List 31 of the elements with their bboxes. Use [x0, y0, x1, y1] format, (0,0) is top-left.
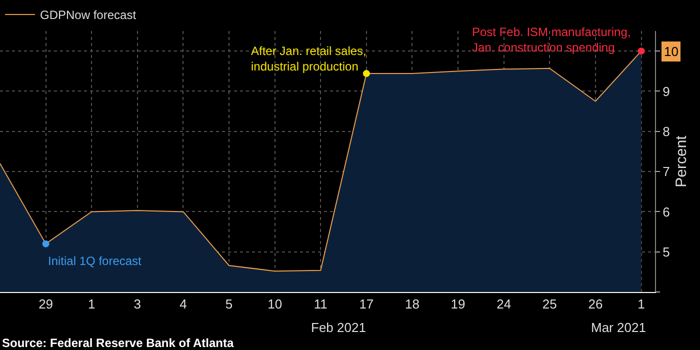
x-tick-label: 24	[496, 296, 512, 312]
y-tick-label: 5	[662, 244, 670, 260]
point	[638, 48, 645, 55]
x-tick-label: 1	[88, 296, 96, 312]
x-tick-label: 4	[180, 296, 187, 312]
y-tick-label: 9	[662, 84, 670, 99]
y-tick-label: 7	[662, 164, 670, 180]
x-tick-label: 5	[225, 296, 233, 312]
point	[362, 70, 370, 78]
annotation: Initial 1Q forecast	[48, 254, 142, 268]
x-tick-label: 11	[314, 296, 328, 312]
data-label: 10	[664, 44, 678, 59]
y-tick-label: 6	[662, 204, 670, 220]
x-tick-label: 29	[38, 296, 54, 312]
y-tick-label: 8	[662, 124, 670, 139]
source-note: Source: Federal Reserve Bank of Atlanta	[2, 336, 234, 350]
legend-label: GDPNow forecast	[40, 8, 137, 22]
x-tick-label: 18	[405, 296, 420, 312]
x-tick-label: 25	[542, 296, 557, 312]
annotation: After Jan. retail sales, industrial production	[251, 44, 366, 74]
x-tick-label: 19	[450, 296, 466, 312]
y-axis-title: Percent	[672, 134, 690, 188]
text: Mar 2021	[591, 320, 646, 335]
point	[42, 240, 50, 248]
x-tick-label: 26	[588, 296, 603, 312]
annotation: Post Feb. ISM manufacturing, Jan. construction spending	[472, 25, 631, 55]
x-tick-label: 1	[638, 296, 645, 312]
x-tick-label: 17	[359, 296, 374, 312]
x-tick-label: 10	[268, 296, 282, 312]
text: Feb 2021	[311, 320, 366, 335]
x-tick-label: 3	[134, 296, 142, 312]
